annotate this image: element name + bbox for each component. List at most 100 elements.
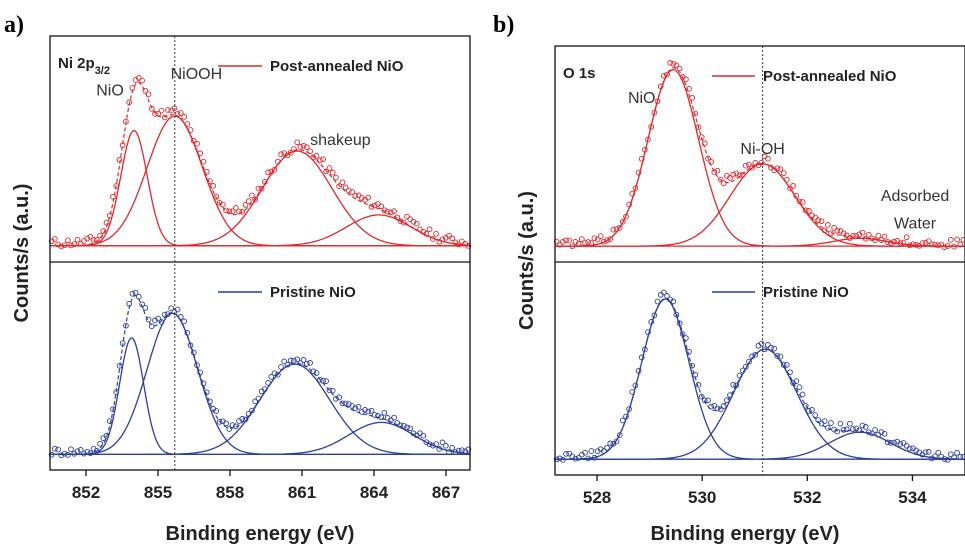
- data-point: [692, 371, 699, 378]
- panel-label: b): [493, 12, 514, 38]
- data-point: [736, 172, 743, 178]
- data-point: [944, 456, 951, 463]
- data-point: [216, 199, 223, 206]
- data-point: [465, 446, 472, 453]
- data-point: [284, 361, 291, 368]
- data-point: [391, 208, 397, 214]
- data-point: [368, 408, 375, 414]
- data-point: [793, 193, 800, 199]
- data-point: [862, 235, 869, 242]
- data-point: [824, 425, 831, 431]
- data-point: [607, 236, 614, 242]
- data-point: [566, 450, 573, 457]
- data-point: [724, 397, 730, 403]
- data-point: [239, 209, 246, 215]
- data-point: [730, 381, 737, 388]
- data-point: [407, 425, 414, 432]
- data-point: [922, 449, 929, 456]
- data-point: [900, 440, 907, 446]
- data-point: [261, 178, 268, 185]
- data-point: [758, 340, 765, 347]
- data-point: [689, 94, 696, 101]
- data-point: [957, 453, 964, 460]
- data-point: [626, 201, 632, 208]
- data-point: [799, 391, 806, 398]
- data-point: [181, 318, 187, 325]
- data-point: [847, 420, 853, 427]
- data-point: [455, 241, 462, 248]
- data-point: [922, 239, 929, 246]
- data-point: [97, 232, 103, 239]
- data-point: [339, 400, 346, 407]
- data-point: [853, 233, 860, 239]
- data-point: [51, 236, 58, 242]
- data-point: [329, 169, 336, 176]
- data-point: [619, 218, 626, 225]
- data-point: [941, 456, 948, 462]
- data-point: [834, 227, 841, 234]
- data-point: [888, 440, 894, 446]
- data-point: [765, 155, 771, 162]
- data-point: [623, 413, 629, 420]
- data-point: [106, 212, 113, 219]
- data-point: [739, 171, 746, 178]
- data-point: [219, 201, 226, 208]
- data-point: [303, 144, 310, 151]
- data-point: [58, 243, 65, 250]
- data-point: [81, 238, 87, 244]
- data-point: [594, 236, 601, 243]
- data-point: [604, 237, 610, 244]
- data-point: [733, 170, 740, 177]
- data-point: [853, 425, 860, 432]
- data-point: [749, 164, 755, 171]
- data-point: [951, 243, 957, 250]
- data-point: [378, 203, 385, 210]
- peak-annotation: Adsorbed: [881, 188, 950, 205]
- data-point: [806, 208, 812, 214]
- fit-component-3: [50, 421, 471, 456]
- data-point: [761, 346, 768, 353]
- data-point: [287, 357, 294, 364]
- data-point: [638, 155, 645, 162]
- data-point: [51, 445, 58, 452]
- data-point: [865, 429, 872, 436]
- data-point: [613, 226, 620, 232]
- data-point: [84, 448, 91, 455]
- data-point: [802, 207, 809, 214]
- data-point: [158, 107, 165, 114]
- data-point: [856, 427, 863, 434]
- data-point: [226, 426, 233, 432]
- data-point: [648, 319, 655, 325]
- panel-a-chart: a) Post-annealed NiO Ni 2p3/2 NiO NiOOH shake…: [4, 12, 472, 545]
- data-point: [632, 382, 639, 389]
- data-point: [249, 407, 255, 414]
- data-point: [635, 169, 642, 176]
- data-point: [203, 389, 210, 396]
- data-point: [563, 237, 569, 244]
- data-point: [676, 65, 683, 72]
- fit-component-1: [50, 312, 470, 456]
- data-point: [884, 439, 891, 446]
- data-point: [913, 447, 919, 454]
- data-point: [815, 417, 822, 423]
- data-point: [765, 342, 771, 348]
- data-point: [809, 406, 815, 413]
- data-point: [664, 293, 670, 299]
- data-point: [935, 242, 942, 249]
- data-point: [575, 241, 582, 247]
- data-point: [865, 231, 872, 238]
- data-point: [591, 235, 598, 242]
- data-point: [837, 420, 844, 427]
- data-point: [683, 76, 689, 83]
- data-point: [638, 354, 645, 361]
- data-point: [381, 409, 388, 416]
- data-point: [190, 349, 197, 356]
- data-point: [872, 427, 878, 433]
- data-point: [843, 426, 850, 433]
- data-point: [626, 406, 632, 412]
- data-point: [919, 240, 926, 246]
- data-point: [749, 353, 755, 360]
- data-point: [281, 358, 288, 365]
- data-point: [123, 118, 129, 125]
- data-point: [616, 432, 623, 438]
